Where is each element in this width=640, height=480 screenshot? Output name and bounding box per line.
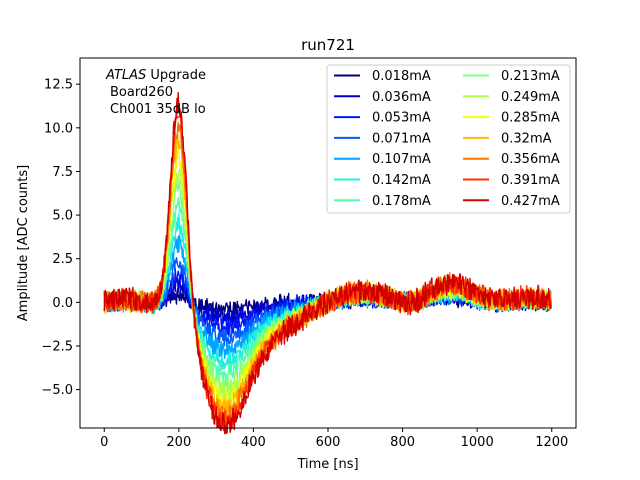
annotation-italic: ATLAS <box>105 68 146 83</box>
y-tick-label: 10.0 <box>44 121 73 136</box>
annotation-rest: Upgrade <box>146 68 206 83</box>
legend-label: 0.32mA <box>501 131 552 146</box>
y-tick-label: −5.0 <box>41 383 73 398</box>
legend-label: 0.036mA <box>372 90 431 105</box>
x-tick-label: 1200 <box>535 435 568 450</box>
legend-label: 0.427mA <box>501 194 560 209</box>
legend-label: 0.053mA <box>372 111 431 126</box>
y-tick-label: 5.0 <box>52 209 73 224</box>
x-axis: 0 200 400 600 800 1000 1200 <box>100 428 568 450</box>
legend-label: 0.285mA <box>501 111 560 126</box>
x-tick-label: 800 <box>390 435 415 450</box>
legend-label: 0.391mA <box>501 173 560 188</box>
legend-label: 0.142mA <box>372 173 431 188</box>
x-tick-label: 1000 <box>461 435 494 450</box>
x-tick-label: 400 <box>241 435 266 450</box>
series-line <box>103 91 552 435</box>
legend-label: 0.107mA <box>372 152 431 167</box>
chart-title: run721 <box>301 36 355 54</box>
legend-label: 0.213mA <box>501 69 560 84</box>
legend-label: 0.018mA <box>372 69 431 84</box>
x-tick-label: 200 <box>166 435 191 450</box>
series-layer <box>103 91 552 435</box>
legend-label: 0.178mA <box>372 194 431 209</box>
legend: 0.018mA 0.036mA 0.053mA 0.071mA 0.107mA 0.142… <box>326 64 571 214</box>
legend-label: 0.071mA <box>372 131 431 146</box>
legend-frame <box>326 64 571 214</box>
legend-label: 0.356mA <box>501 152 560 167</box>
y-tick-label: 7.5 <box>52 165 73 180</box>
y-tick-label: 12.5 <box>44 78 73 93</box>
y-axis: −5.0 −2.5 0.0 2.5 5.0 7.5 10.0 12.5 <box>41 78 80 398</box>
y-tick-label: 2.5 <box>52 252 73 267</box>
annotation-line-2: Board260 <box>110 85 173 100</box>
y-tick-label: −2.5 <box>41 339 73 354</box>
y-axis-label: Amplitude [ADC counts] <box>16 165 31 321</box>
legend-label: 0.249mA <box>501 90 560 105</box>
atlas-annotation: ATLAS Upgrade Board260 Ch001 35dB lo <box>105 68 206 117</box>
y-tick-label: 0.0 <box>52 296 73 311</box>
annotation-line-1: ATLAS Upgrade <box>105 68 206 83</box>
x-axis-label: Time [ns] <box>296 457 358 472</box>
annotation-line-3: Ch001 35dB lo <box>110 102 206 117</box>
x-tick-label: 600 <box>316 435 341 450</box>
x-tick-label: 0 <box>100 435 108 450</box>
